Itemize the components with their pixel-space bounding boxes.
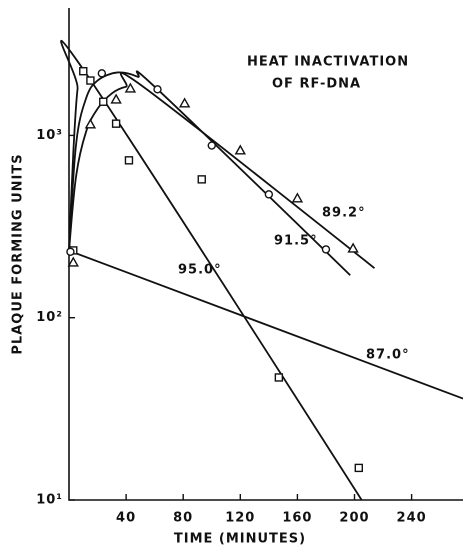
data-point: [207, 141, 216, 150]
data-point: [84, 118, 97, 129]
data-point: [274, 373, 284, 382]
x-tick-label: 120: [225, 511, 255, 526]
data-point: [264, 190, 274, 199]
data-point: [291, 192, 304, 203]
fit-curve: [68, 72, 376, 269]
fit-curve: [60, 40, 363, 501]
x-tick-label: 160: [282, 511, 312, 526]
data-point: [99, 97, 108, 106]
fit-curve: [71, 250, 463, 400]
chart-title: HEAT INACTIVATION: [247, 55, 409, 70]
data-point: [347, 242, 359, 253]
x-tick-label: 200: [339, 511, 369, 526]
y-tick-label: 10¹: [36, 493, 63, 508]
data-point: [124, 156, 134, 165]
data-point: [111, 119, 121, 128]
axes: [68, 8, 463, 501]
y-tick-label: 10³: [36, 128, 63, 143]
curve-label: 89.2°: [322, 206, 366, 221]
x-tick-label: 40: [116, 511, 136, 526]
data-point: [124, 82, 137, 93]
curve-label: 87.0°: [366, 348, 410, 363]
y-tick-label: 10²: [36, 310, 63, 325]
data-point: [321, 245, 331, 254]
x-axis-label: TIME (MINUTES): [174, 532, 306, 547]
chart-title: OF RF-DNA: [272, 77, 361, 92]
x-tick-label: 80: [173, 511, 193, 526]
data-point: [79, 67, 88, 76]
data-point: [97, 69, 107, 78]
data-point: [66, 247, 75, 256]
data-point: [234, 144, 247, 155]
data-point: [86, 76, 95, 85]
data-point: [67, 256, 79, 267]
data-point: [178, 97, 191, 108]
data-point: [153, 85, 162, 94]
data-point: [197, 175, 206, 184]
data-point: [110, 93, 122, 104]
curve-label: 91.5°: [274, 234, 318, 249]
data-point: [354, 463, 363, 473]
y-axis-label: PLAQUE FORMING UNITS: [11, 153, 26, 354]
x-tick-label: 240: [397, 511, 427, 526]
curve-label: 95.0°: [178, 263, 222, 278]
